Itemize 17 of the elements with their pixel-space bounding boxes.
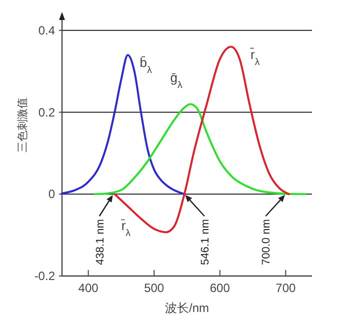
text: r̄$_{λ}$	[250, 46, 260, 68]
series-label: r̄$_{λ}$	[120, 218, 131, 239]
y-axis-title: 三色刺激值	[16, 98, 29, 152]
series-label: ḡ$_{λ}$	[170, 70, 182, 91]
x-tick-label: 700	[276, 281, 296, 295]
x-axis-title: 波长/nm	[164, 301, 210, 315]
annotation: 700.0 nm	[260, 219, 273, 265]
series-label: b̄$_{λ}$	[140, 54, 152, 76]
y-tick-label: 0.4	[38, 23, 56, 38]
x-tick-label: 500	[144, 281, 164, 295]
annotation: 438.1 nm	[94, 219, 106, 265]
y-tick-label: 0.2	[38, 105, 56, 120]
y-tick-label: -0.2	[34, 269, 56, 283]
x-tick-label: 600	[210, 281, 230, 295]
annotation: 546.1 nm	[199, 219, 212, 265]
y-tick-label: 0	[48, 187, 56, 202]
x-tick-label: 400	[78, 281, 99, 295]
